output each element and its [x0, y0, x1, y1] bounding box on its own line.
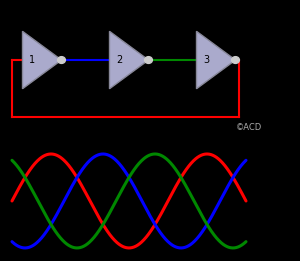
- Text: 3: 3: [203, 55, 209, 65]
- Text: ©ACD: ©ACD: [236, 123, 262, 132]
- Text: 1: 1: [29, 55, 35, 65]
- Circle shape: [232, 57, 239, 63]
- Polygon shape: [110, 31, 148, 89]
- Circle shape: [145, 57, 152, 63]
- Polygon shape: [196, 31, 236, 89]
- Polygon shape: [22, 31, 62, 89]
- Text: 2: 2: [116, 55, 122, 65]
- Circle shape: [58, 57, 65, 63]
